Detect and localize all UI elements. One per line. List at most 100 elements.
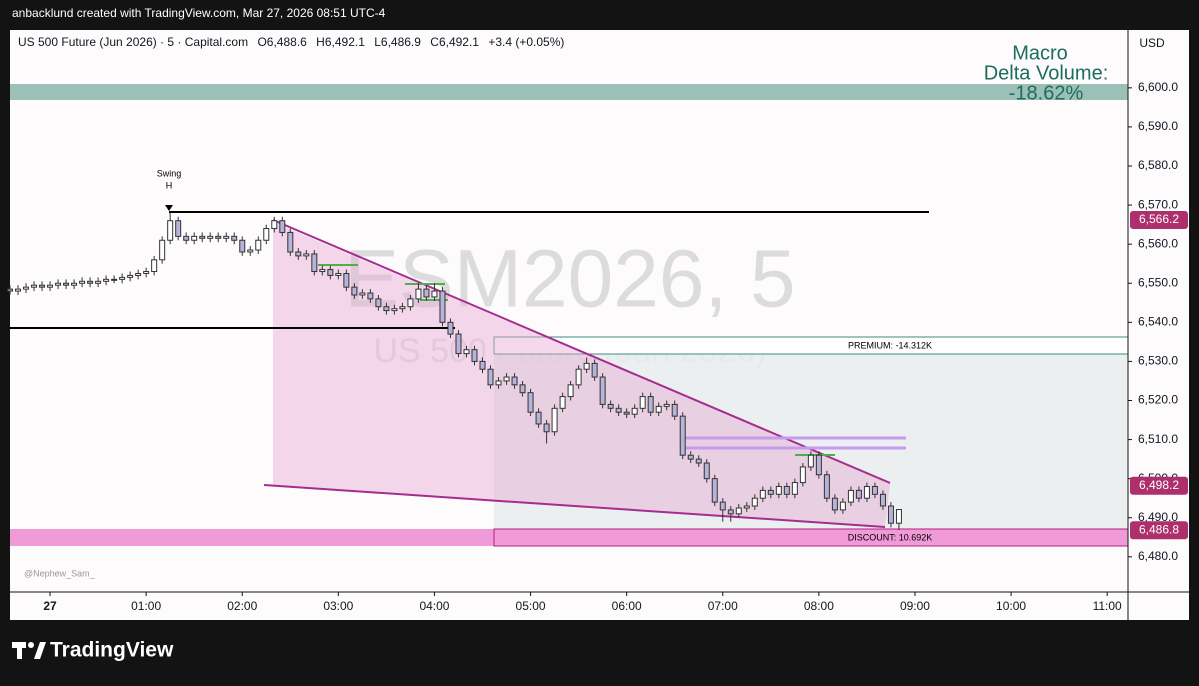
y-tick-label: 6,560.0: [1138, 236, 1178, 250]
footer-logo: [12, 642, 46, 659]
open: O6,488.6: [257, 35, 307, 49]
candle-body: [23, 286, 30, 290]
candle-body: [495, 380, 502, 386]
y-tick-label: 6,520.0: [1138, 393, 1178, 407]
candle-body: [359, 292, 366, 296]
candle-body: [759, 489, 766, 499]
candle-body: [223, 235, 230, 239]
footer-brand: TradingView: [50, 639, 174, 662]
candle-body: [703, 462, 710, 480]
y-tick-label: 6,510.0: [1138, 432, 1178, 446]
candle-body: [207, 235, 214, 239]
price-tag: [1130, 210, 1188, 229]
y-tick-label: 6,550.0: [1138, 275, 1178, 289]
premium-label: PREMIUM: -14.312K: [848, 340, 932, 350]
candle-body: [391, 308, 398, 312]
candle-body: [383, 306, 390, 312]
candle-body: [887, 505, 894, 524]
currency[interactable]: USD: [1139, 36, 1165, 50]
candle-body: [271, 220, 278, 230]
candle-body: [447, 321, 454, 335]
y-tick-label: 6,580.0: [1138, 158, 1178, 172]
candle-body: [719, 501, 726, 511]
candle-body: [559, 396, 566, 409]
candle-body: [119, 276, 126, 280]
candle-body: [375, 298, 382, 308]
candle-body: [423, 288, 430, 298]
candle-body: [823, 474, 830, 499]
candle-body: [319, 269, 326, 273]
candle-body: [839, 501, 846, 511]
discount-label: DISCOUNT: 10.692K: [848, 532, 933, 542]
swing-label: H: [166, 180, 173, 190]
candle-body: [135, 272, 142, 276]
y-tick-label: 6,480.0: [1138, 549, 1178, 563]
candle-body: [287, 231, 294, 253]
candle-body: [399, 306, 406, 310]
x-tick-label: 11:00: [1093, 599, 1122, 613]
y-tick-label: 6,540.0: [1138, 315, 1178, 329]
candle-body: [879, 493, 886, 507]
candle-body: [767, 489, 774, 495]
x-tick-label: 01:00: [131, 599, 161, 613]
candle-body: [551, 407, 558, 433]
candle-body: [151, 259, 158, 273]
candle-body: [543, 423, 550, 433]
candle-body: [463, 349, 470, 355]
candle-body: [335, 272, 342, 276]
candle-body: [263, 228, 270, 241]
candle-body: [167, 220, 174, 241]
candle-body: [783, 485, 790, 495]
candle-body: [695, 458, 702, 464]
y-tick-label: 6,590.0: [1138, 119, 1178, 133]
candle-body: [431, 290, 438, 298]
x-tick-label: 27: [43, 599, 57, 613]
price-tag: [1130, 521, 1188, 540]
candle-body: [487, 368, 494, 386]
candle-body: [503, 376, 510, 382]
candle-body: [55, 282, 62, 286]
candle-body: [199, 235, 206, 239]
indicator-value: -18.62%: [1009, 82, 1084, 104]
candle-body: [895, 509, 902, 524]
candle-body: [727, 509, 734, 515]
header-credit: anbacklund created with TradingView.com,…: [12, 6, 386, 20]
candle-body: [687, 454, 694, 460]
candle-body: [159, 239, 166, 261]
candle-body: [519, 384, 526, 394]
candle-body: [327, 269, 334, 276]
candles: [7, 212, 902, 530]
candle-body: [807, 454, 814, 468]
x-tick-label: 09:00: [900, 599, 930, 613]
x-tick-label: 10:00: [996, 599, 1026, 613]
candle-body: [455, 333, 462, 355]
candle-body: [599, 376, 606, 405]
candle-body: [639, 396, 646, 409]
candle-body: [87, 280, 94, 284]
close: C6,492.1: [430, 35, 479, 49]
candle-body: [239, 239, 246, 253]
candle-body: [303, 253, 310, 257]
y-tick-label: 6,600.0: [1138, 80, 1178, 94]
x-tick-label: 05:00: [516, 599, 546, 613]
candle-body: [791, 482, 798, 495]
candle-body: [343, 272, 350, 288]
candle-body: [255, 239, 262, 251]
candle-body: [743, 505, 750, 509]
candle-body: [191, 235, 198, 241]
y-tick-label: 6,570.0: [1138, 197, 1178, 211]
price-tag: [1130, 476, 1188, 495]
candle-body: [367, 292, 374, 300]
logo-part: [34, 642, 46, 659]
candle-body: [679, 415, 686, 456]
candle-body: [39, 284, 46, 288]
x-tick-label: 02:00: [227, 599, 257, 613]
x-tick-label: 03:00: [323, 599, 353, 613]
author-label: @Nephew_Sam_: [24, 568, 96, 578]
candle-body: [663, 403, 670, 407]
candle-body: [7, 288, 13, 292]
indicator-line: Delta Volume:: [984, 62, 1109, 84]
x-tick-label: 06:00: [612, 599, 642, 613]
